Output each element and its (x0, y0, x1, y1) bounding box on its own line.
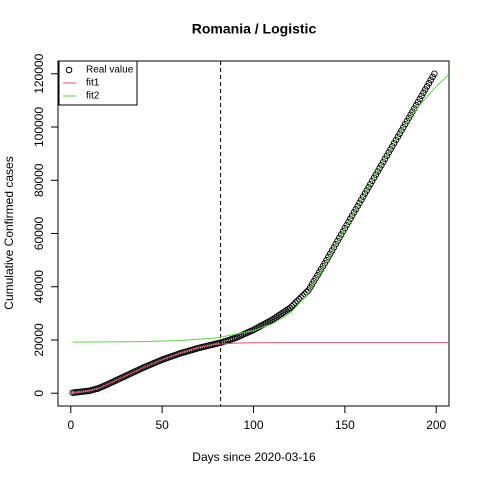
point (290, 301, 297, 308)
point (392, 136, 400, 144)
y-tick-label: 100000 (32, 107, 46, 147)
point (359, 193, 367, 200)
point (374, 168, 381, 175)
point (288, 303, 296, 310)
point (370, 174, 378, 182)
y-tick-label: 120000 (32, 53, 46, 93)
point (297, 294, 305, 301)
point (414, 98, 422, 106)
point (294, 297, 301, 305)
point (394, 133, 402, 141)
legend-label: Real value (86, 65, 134, 76)
point (369, 177, 376, 185)
point (431, 70, 438, 78)
point (396, 130, 403, 137)
x-tick-label: 200 (426, 418, 446, 432)
point (292, 299, 299, 307)
legend-label: fit2 (86, 91, 100, 102)
point (418, 92, 425, 100)
point (341, 224, 349, 232)
point (345, 218, 352, 226)
point (295, 296, 303, 303)
x-tick-label: 50 (155, 418, 169, 432)
x-tick-label: 0 (67, 418, 74, 432)
fit-line (72, 73, 449, 343)
point (429, 73, 436, 81)
y-tick-label: 40000 (32, 270, 46, 304)
y-tick-label: 20000 (32, 323, 46, 357)
point (416, 95, 424, 103)
point (286, 304, 294, 312)
point (376, 165, 383, 172)
point (383, 152, 391, 159)
fit-line (72, 342, 449, 394)
point (385, 149, 392, 156)
y-tick-label: 80000 (32, 163, 46, 197)
point (358, 196, 365, 204)
x-tick-label: 100 (243, 418, 263, 432)
point (361, 190, 369, 197)
plot-box (57, 60, 450, 407)
point (400, 124, 407, 131)
point (348, 212, 356, 219)
point (367, 180, 374, 188)
y-axis-label: Cumulative Confirmed cases (2, 156, 16, 309)
point (398, 127, 405, 134)
chart-title: Romania / Logistic (192, 21, 317, 37)
x-tick-label: 150 (335, 418, 355, 432)
point (337, 231, 345, 238)
point (379, 158, 387, 166)
point (336, 234, 343, 242)
point (381, 155, 389, 163)
point (423, 83, 431, 90)
legend-label: fit1 (86, 78, 100, 89)
point (352, 206, 360, 213)
point (425, 79, 433, 87)
point (365, 183, 372, 191)
point (347, 215, 354, 222)
point (372, 171, 380, 178)
point (343, 221, 350, 229)
point (401, 120, 409, 128)
point (427, 76, 434, 84)
x-axis-label: Days since 2020-03-16 (192, 450, 316, 464)
point (378, 161, 385, 169)
y-tick-label: 0 (32, 390, 46, 397)
point (350, 209, 358, 216)
point (387, 146, 394, 153)
point (390, 139, 398, 147)
legend-symbol (65, 66, 73, 74)
point (420, 89, 427, 96)
point (354, 202, 361, 210)
point (363, 187, 371, 194)
y-tick-label: 60000 (32, 216, 46, 250)
point (339, 228, 347, 235)
point (389, 142, 396, 150)
point (421, 86, 429, 93)
point (356, 199, 363, 207)
